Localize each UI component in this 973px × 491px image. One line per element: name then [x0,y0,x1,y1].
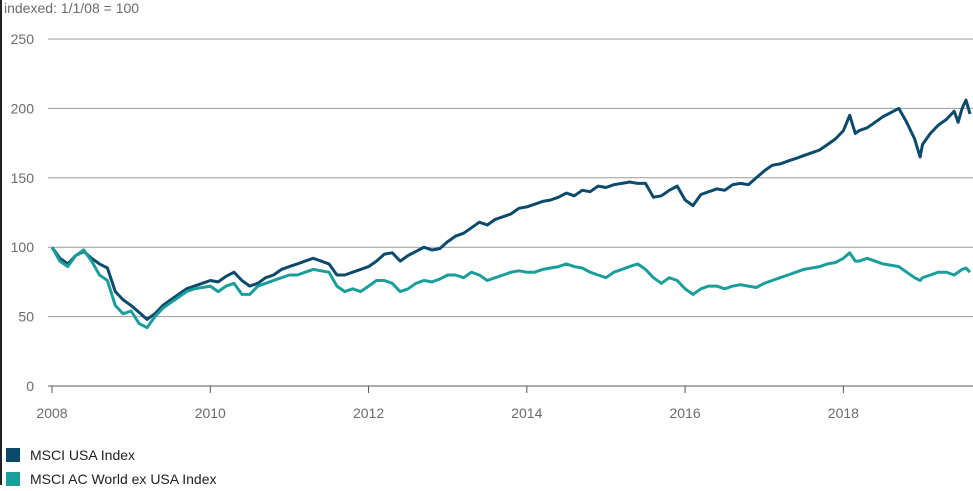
x-tick-label: 2014 [511,405,542,421]
legend-label-usa: MSCI USA Index [30,447,136,463]
legend-swatch-usa [6,448,20,462]
legend-item-world-ex-usa: MSCI AC World ex USA Index [6,467,216,491]
x-tick-label: 2018 [828,405,859,421]
line-chart: 0 50 100 150 200 250 2008 2010 2012 2014 2016 2018 [11,31,973,421]
left-edge-rule [0,0,2,485]
x-axis: 2008 2010 2012 2014 2016 2018 [36,385,973,421]
y-tick-label: 250 [11,31,35,47]
y-tick-label: 0 [26,378,34,394]
y-axis-unit-label: indexed: 1/1/08 = 100 [4,0,140,16]
y-tick-label: 200 [11,100,35,116]
y-tick-label: 150 [11,170,35,186]
series-line-world-ex-usa [50,246,972,330]
legend-label-world-ex-usa: MSCI AC World ex USA Index [30,471,217,487]
series-line-usa [50,98,972,321]
x-tick-label: 2008 [36,405,67,421]
x-tick-label: 2016 [670,405,701,421]
x-tick-label: 2010 [195,405,226,421]
legend: MSCI USA Index MSCI AC World ex USA Inde… [6,443,216,491]
y-tick-label: 50 [18,309,34,325]
legend-swatch-world-ex-usa [6,472,20,486]
y-tick-label: 100 [11,239,35,255]
series-lines [50,98,972,330]
y-axis-ticks: 0 50 100 150 200 250 [11,31,35,394]
x-tick-label: 2012 [353,405,384,421]
legend-item-usa: MSCI USA Index [6,443,216,467]
